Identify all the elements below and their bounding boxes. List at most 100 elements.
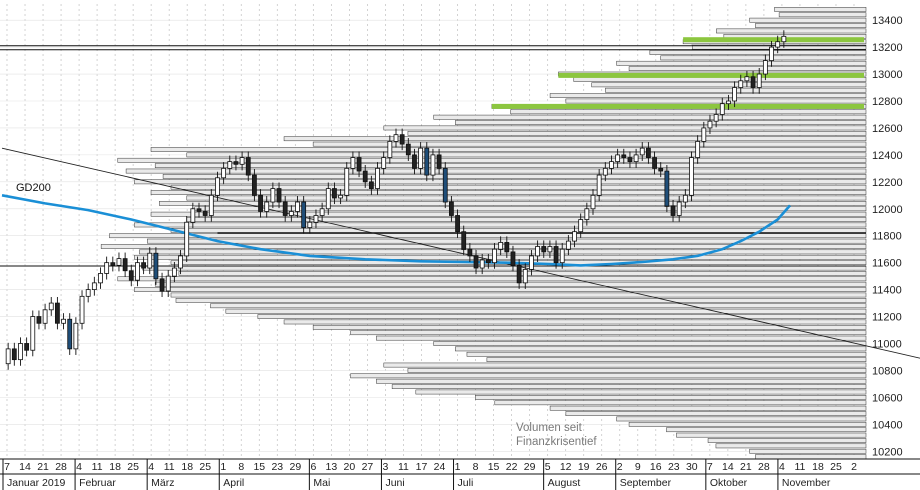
volume-bar — [707, 438, 867, 443]
candle-body — [775, 41, 781, 48]
month-label: Juli — [458, 477, 474, 489]
candle-body — [5, 348, 11, 365]
x-tick-label: 2 — [617, 461, 623, 473]
candle-body — [55, 302, 60, 324]
candle-body — [61, 318, 66, 324]
candle-body — [184, 221, 190, 257]
volume-bar — [350, 373, 867, 379]
x-tick-label: 18 — [109, 461, 121, 473]
candle-body — [485, 259, 491, 264]
x-tick-label: 2 — [851, 461, 857, 473]
x-tick-label: 29 — [524, 461, 536, 473]
candle-body — [258, 194, 263, 212]
candle-body — [104, 262, 110, 274]
candle-body — [252, 174, 257, 196]
candle-body — [658, 167, 664, 172]
candle-body — [362, 170, 368, 183]
x-tick-label: 1 — [455, 461, 461, 473]
y-tick-label: 11800 — [872, 231, 902, 243]
candle-body — [288, 211, 294, 216]
candle-body — [584, 208, 590, 220]
volume-bar — [150, 190, 867, 195]
candle-body — [701, 127, 707, 142]
volume-highlight-bar — [491, 103, 864, 109]
volume-bar — [134, 222, 867, 228]
gd200-label: GD200 — [16, 182, 51, 194]
x-tick-label: 11 — [92, 461, 103, 473]
candle-body — [639, 147, 645, 156]
candle-body — [436, 154, 442, 169]
candle-body — [325, 188, 331, 210]
candle-body — [713, 114, 719, 122]
y-tick-label: 11200 — [872, 312, 902, 324]
month-label: September — [620, 477, 672, 489]
candle-body — [738, 80, 744, 88]
volume-bar — [510, 109, 867, 115]
candle-body — [590, 194, 596, 210]
x-tick-label: 25 — [127, 461, 139, 473]
candle-body — [239, 157, 245, 165]
candle-body — [165, 275, 171, 292]
candle-body — [73, 322, 79, 350]
y-tick-label: 10200 — [872, 446, 903, 458]
candle-body — [602, 167, 608, 176]
candle-body — [387, 141, 393, 158]
candle-body — [356, 157, 362, 172]
volume-bar — [616, 416, 867, 422]
x-tick-label: 21 — [740, 461, 752, 473]
volume-bar — [178, 271, 867, 276]
x-tick-label: 7 — [707, 461, 713, 473]
candle-body — [646, 147, 651, 158]
candle-body — [270, 188, 276, 203]
x-tick-label: 5 — [545, 461, 551, 473]
candle-body — [245, 157, 251, 176]
x-tick-label: 27 — [362, 461, 374, 473]
candle-body — [609, 161, 614, 169]
candle-body — [264, 201, 270, 212]
volume-bar — [778, 12, 867, 18]
candle-body — [159, 278, 165, 292]
candle-body — [449, 201, 454, 216]
x-tick-label: 15 — [253, 461, 265, 473]
candle-body — [18, 343, 23, 361]
volume-bar — [455, 346, 867, 352]
candle-body — [756, 73, 762, 88]
volume-bar — [660, 55, 867, 61]
candle-body — [565, 240, 571, 250]
candle-body — [227, 161, 233, 169]
candle-body — [535, 246, 540, 257]
candle-body — [79, 295, 85, 324]
month-label: Januar 2019 — [7, 477, 66, 489]
x-tick-label: 24 — [434, 461, 446, 473]
volume-bar — [383, 125, 867, 131]
candle-body — [652, 157, 657, 169]
candle-body — [719, 103, 725, 115]
candle-body — [381, 157, 387, 169]
candle-body — [110, 262, 116, 266]
candle-body — [744, 76, 750, 82]
candle-body — [30, 316, 36, 351]
volume-bar — [466, 351, 867, 357]
x-tick-label: 11 — [164, 461, 175, 473]
volume-bar — [312, 324, 867, 330]
volume-highlight-bar — [683, 37, 864, 43]
volume-bar — [755, 23, 867, 28]
candle-body — [221, 167, 227, 179]
candle-body — [344, 167, 350, 196]
volume-bar — [549, 93, 867, 98]
x-tick-label: 4 — [76, 461, 82, 473]
candle-body — [762, 60, 768, 75]
volume-bar — [774, 7, 867, 12]
candle-body — [455, 215, 460, 233]
volume-bar — [225, 308, 867, 314]
candle-body — [11, 348, 17, 361]
x-tick-label: 26 — [596, 461, 608, 473]
x-tick-label: 23 — [668, 461, 680, 473]
y-tick-label: 12400 — [872, 150, 903, 162]
candle-body — [479, 259, 485, 269]
volume-bar — [210, 303, 867, 309]
y-tick-label: 12800 — [872, 96, 903, 108]
volume-bar — [749, 448, 867, 454]
volume-bar — [376, 335, 867, 341]
volume-bar — [257, 314, 867, 319]
